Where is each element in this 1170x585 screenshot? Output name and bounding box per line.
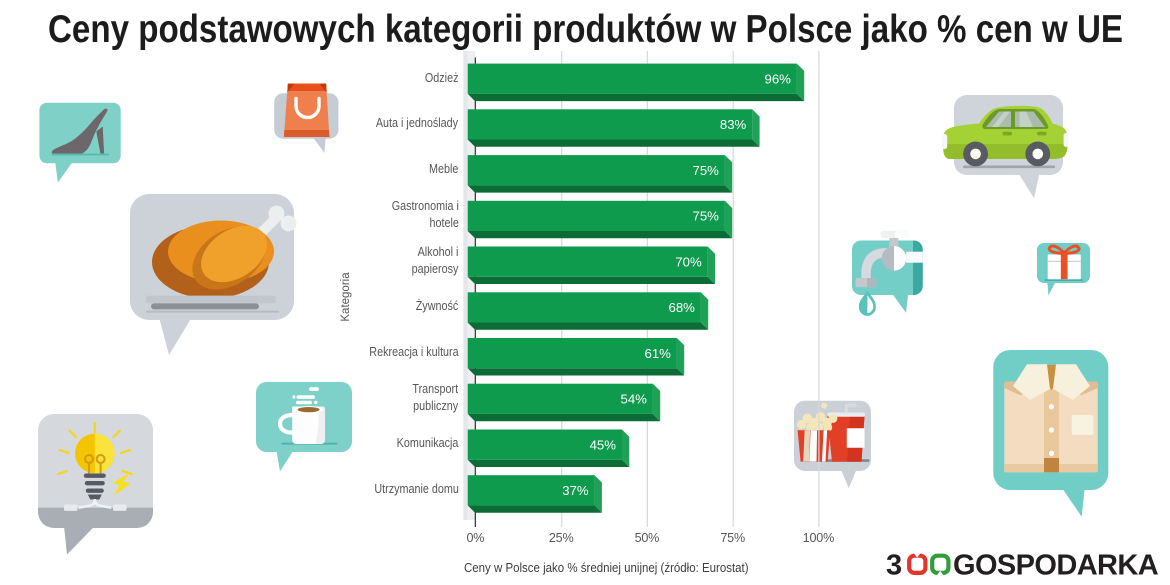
svg-text:54%: 54% (620, 392, 647, 407)
svg-text:45%: 45% (590, 437, 617, 452)
svg-text:75%: 75% (692, 209, 719, 224)
svg-text:61%: 61% (644, 346, 671, 361)
svg-text:68%: 68% (668, 300, 695, 315)
svg-text:70%: 70% (675, 254, 702, 269)
svg-text:GOSPODARKA: GOSPODARKA (953, 550, 1159, 581)
svg-text:37%: 37% (562, 483, 589, 498)
svg-text:96%: 96% (764, 71, 791, 86)
svg-text:75%: 75% (692, 163, 719, 178)
svg-text:3: 3 (886, 550, 902, 581)
svg-text:83%: 83% (720, 117, 747, 132)
